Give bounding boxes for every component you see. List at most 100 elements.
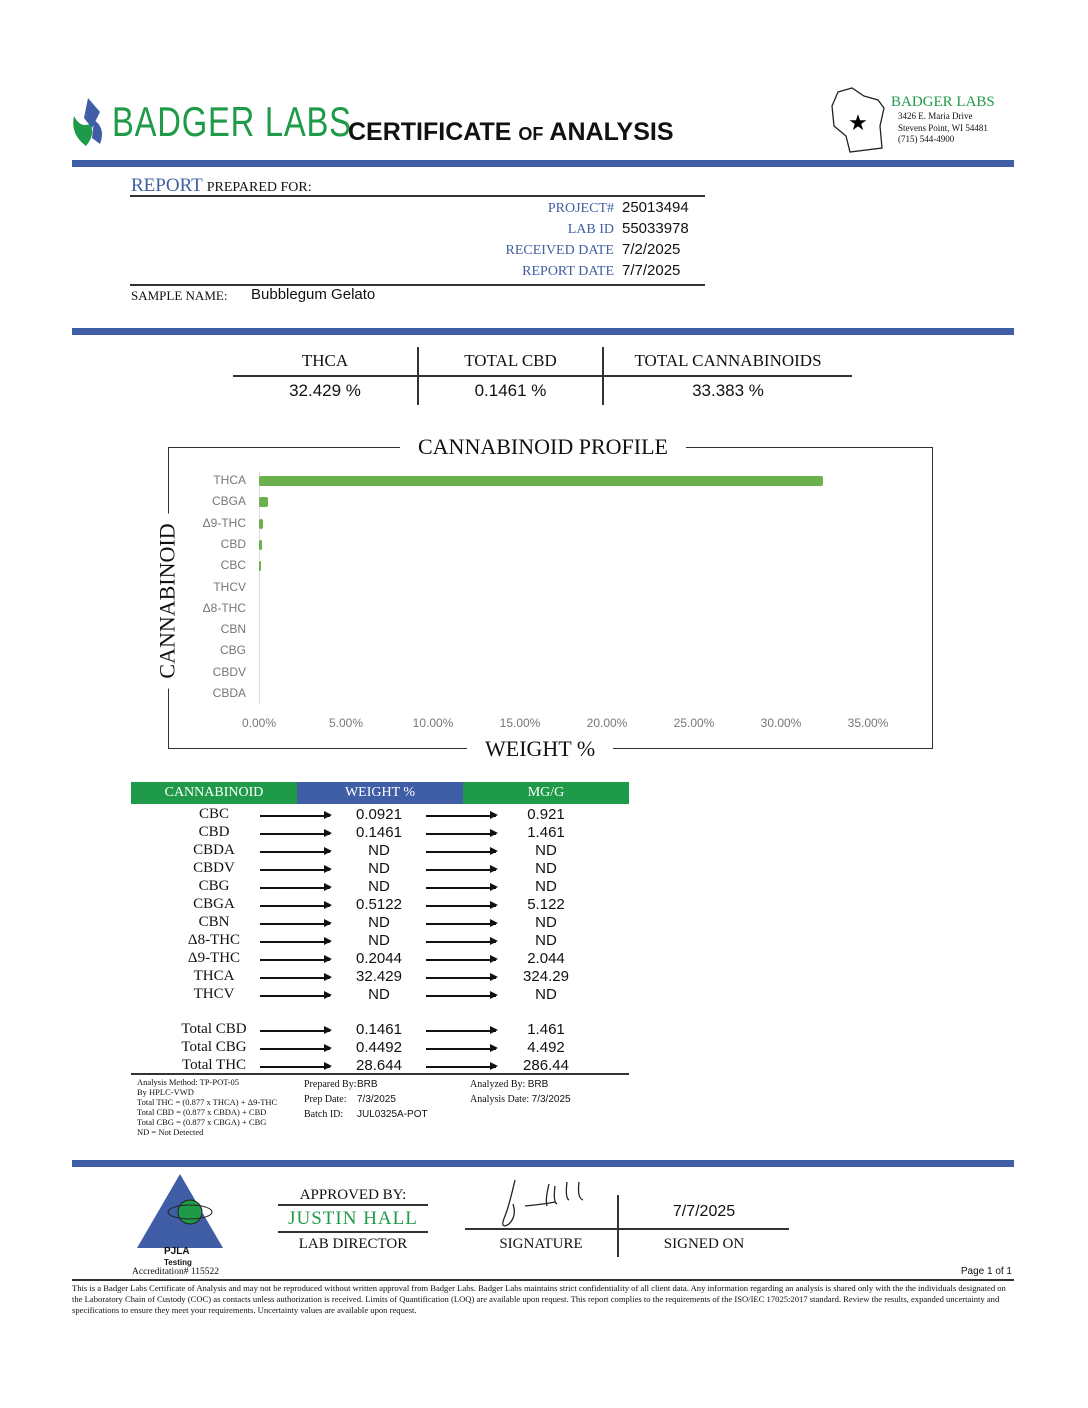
arrow-icon (260, 902, 332, 908)
table-row: Total THC 28.644 286.44 (181, 1057, 569, 1074)
summary-label: TOTAL CANNABINOIDS (634, 351, 822, 370)
table-row: THCV ND ND (193, 986, 557, 1003)
table-row: THCA 32.429 324.29 (193, 968, 569, 985)
field-label: LAB ID (567, 222, 614, 237)
x-tick-label: 15.00% (499, 716, 541, 730)
y-tick-label: CBD (220, 536, 246, 551)
arrow-icon (426, 884, 498, 890)
table-row: Δ9-THC 0.2044 2.044 (187, 950, 565, 967)
sample-name-label: SAMPLE NAME: (131, 288, 228, 303)
arrow-icon (426, 974, 498, 980)
y-tick-label: THCA (213, 473, 246, 487)
approver-title: LAB DIRECTOR (298, 1236, 408, 1252)
arrow-icon (260, 812, 332, 818)
arrow-icon (260, 992, 332, 998)
pjla-text: PJLA (164, 1246, 190, 1257)
arrow-icon (260, 884, 332, 890)
bar-mark (259, 518, 263, 529)
x-tick-label: 10.00% (412, 716, 454, 730)
chart-xlabel: WEIGHT % (467, 736, 614, 762)
method-notes: Analysis Method: TP-POT-05 By HPLC-VWD Tot… (137, 1077, 278, 1137)
summary-label: TOTAL CBD (464, 351, 557, 370)
badger-logo-icon (73, 98, 102, 146)
y-tick-label: CBDV (212, 664, 246, 679)
signed-date: 7/7/2025 (672, 1203, 736, 1220)
y-tick-label: CBG (219, 643, 246, 658)
field-label: REPORT DATE (522, 264, 614, 279)
arrow-icon (426, 848, 498, 854)
field-label: RECEIVED DATE (505, 243, 615, 258)
arrow-icon (426, 812, 498, 818)
y-axis-line (259, 472, 260, 704)
disclaimer: This is a Badger Labs Certificate of Ana… (72, 1283, 1006, 1315)
col-cannabinoid: CANNABINOID (131, 782, 297, 804)
arrow-icon (426, 1045, 498, 1051)
accreditation: Accreditation# 115522 (132, 1267, 219, 1277)
y-tick-label: CBN (220, 622, 246, 637)
bar-mark (259, 476, 824, 486)
arrow-icon (426, 956, 498, 962)
pjla-logo-icon (137, 1174, 223, 1248)
signature-label: SIGNATURE (499, 1236, 583, 1252)
sample-name: Bubblegum Gelato (251, 286, 376, 303)
arrow-icon (426, 902, 498, 908)
lab-name: BADGER LABS (891, 94, 995, 110)
table-row: Δ8-THC ND ND (187, 932, 557, 949)
arrow-icon (260, 1027, 332, 1033)
pjla-sub: Testing (164, 1258, 192, 1267)
lab-address: 3426 E. Maria Drive Stevens Point, WI 544… (898, 111, 988, 144)
approved-label: APPROVED BY: (299, 1187, 407, 1203)
prep-info: Prepared By:BRB Prep Date: 7/3/2025 Batch… (304, 1079, 428, 1120)
table-row: CBN ND ND (198, 914, 557, 931)
table-row: CBC 0.0921 0.921 (198, 806, 565, 823)
arrow-icon (260, 1045, 332, 1051)
summary-label: THCA (301, 351, 349, 370)
x-tick-label: 35.00% (847, 716, 889, 730)
table-row: CBDV ND ND (193, 860, 557, 877)
y-tick-label: Δ9-THC (202, 515, 246, 530)
signed-label: SIGNED ON (663, 1236, 745, 1252)
table-row: CBDA ND ND (193, 842, 557, 859)
arrow-icon (426, 920, 498, 926)
field-value: 7/7/2025 (622, 262, 681, 279)
x-tick-label: 20.00% (586, 716, 628, 730)
y-tick-label: CBDA (212, 686, 246, 700)
arrow-icon (260, 866, 332, 872)
x-tick-label: 5.00% (328, 716, 364, 730)
arrow-icon (426, 866, 498, 872)
arrow-icon (260, 938, 332, 944)
table-row: Total CBG 0.4492 4.492 (181, 1039, 565, 1056)
y-tick-label: Δ8-THC (202, 600, 246, 615)
y-tick-label: THCV (213, 579, 246, 594)
x-tick-label: 30.00% (760, 716, 802, 730)
summary-value: 0.1461 % (474, 381, 547, 400)
x-tick-label: 25.00% (673, 716, 715, 730)
table-row: CBGA 0.5122 5.122 (193, 896, 565, 913)
wisconsin-map-icon: ★ (831, 87, 885, 153)
field-value: 25013494 (622, 199, 689, 216)
arrow-icon (426, 938, 498, 944)
analysis-info: Analyzed By: BRB Analysis Date: 7/3/2025 (470, 1079, 571, 1105)
brand-name: BADGER LABS (112, 98, 352, 145)
page-number: Page 1 of 1 (960, 1266, 1012, 1277)
chart-title: CANNABINOID PROFILE (400, 434, 686, 460)
col-mgg: MG/G (463, 782, 629, 804)
x-tick-label: 0.00% (241, 716, 277, 730)
arrow-icon (426, 830, 498, 836)
arrow-icon (260, 830, 332, 836)
field-value: 55033978 (622, 220, 689, 237)
arrow-icon (260, 920, 332, 926)
summary-value: 33.383 % (692, 381, 764, 400)
table-row: CBD 0.1461 1.461 (198, 824, 565, 841)
chart-frame (168, 447, 933, 749)
y-tick-label: CBC (220, 558, 246, 573)
arrow-icon (426, 1027, 498, 1033)
report-prepared-for: REPORT PREPARED FOR: (131, 175, 312, 196)
bar-mark (259, 539, 262, 550)
col-weight: WEIGHT % (297, 782, 463, 804)
svg-text:★: ★ (848, 110, 868, 135)
arrow-icon (426, 1063, 498, 1069)
arrow-icon (260, 956, 332, 962)
field-label: PROJECT# (547, 201, 614, 216)
